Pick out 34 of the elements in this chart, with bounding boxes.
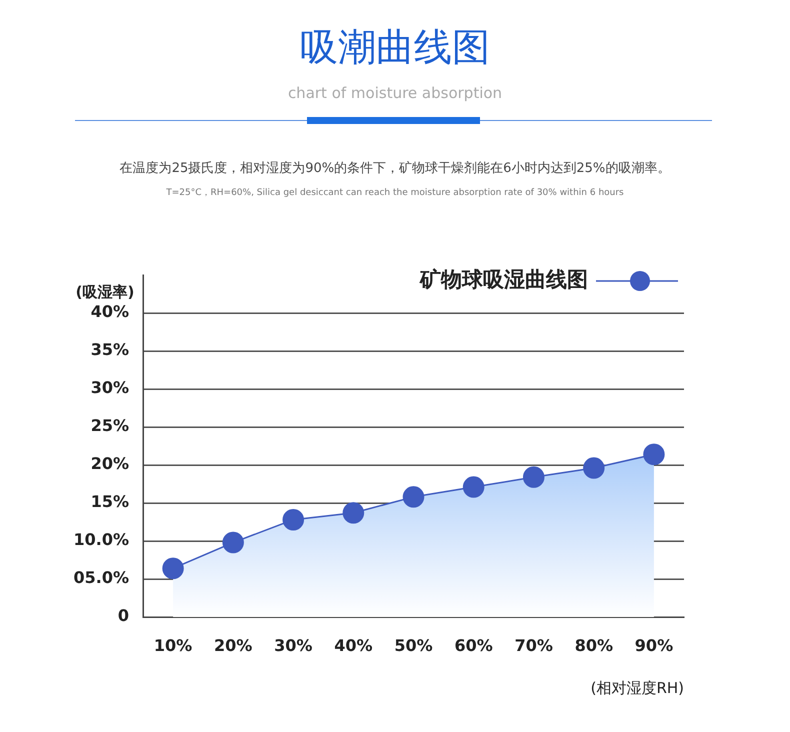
x-tick-label: 90% — [634, 636, 674, 655]
y-tick-label: 30% — [90, 378, 129, 398]
x-tick-label: 30% — [274, 636, 312, 655]
point — [522, 466, 544, 488]
y-tick-label: 35% — [90, 340, 129, 360]
y-tick-label: 05.0% — [73, 568, 129, 588]
y-tick-label: 0 — [118, 606, 129, 626]
point — [643, 444, 665, 466]
y-axis-title: (吸湿率) — [76, 282, 134, 301]
x-tick-label: 50% — [394, 636, 433, 655]
y-tick-label: 25% — [90, 416, 129, 436]
y-tick-label: 40% — [90, 302, 129, 322]
legend-label: 矿物球吸湿曲线图 — [419, 267, 588, 292]
point — [402, 486, 424, 508]
point — [462, 476, 484, 498]
point — [222, 532, 244, 554]
y-tick-label: 15% — [90, 492, 129, 512]
x-tick-label: 80% — [574, 636, 613, 655]
text: 在温度为25摄氏度，相对湿度为90%的条件下，矿物球干燥剂能在6小时内达到25%的吸潮率。 — [118, 160, 672, 177]
x-tick-label: 20% — [214, 636, 252, 655]
text: T=25°C，RH=60%, Silica gel desiccant can reach the moisture absorption rate of 30% within 6 hours — [165, 187, 625, 199]
y-tick-label: 10.0% — [73, 530, 129, 550]
y-tick-label: 20% — [90, 454, 129, 474]
x-tick-label: 70% — [514, 636, 553, 655]
point — [282, 508, 304, 530]
x-tick-label: 10% — [154, 636, 192, 655]
x-tick-label: 60% — [454, 636, 493, 655]
x-tick-label: 40% — [334, 636, 373, 655]
chart-title: 吸潮曲线图 — [299, 24, 491, 71]
chart-subtitle: chart of moisture absorption — [286, 84, 504, 102]
point — [583, 457, 605, 479]
point — [342, 502, 364, 524]
point — [162, 558, 184, 580]
x-axis-title: (相对湿度RH) — [590, 678, 684, 697]
